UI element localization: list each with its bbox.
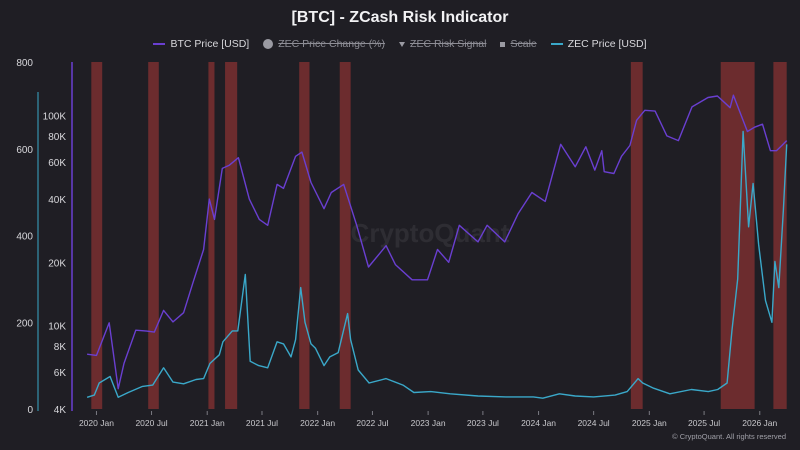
legend-item-4[interactable]: ZEC Price [USD] (550, 38, 647, 50)
line-swatch-icon (550, 43, 563, 45)
risk-signal-band-8 (773, 62, 787, 409)
btc-axis-tick-label: 6K (54, 368, 67, 379)
risk-signal-band-2 (208, 62, 215, 409)
risk-signal-band-7 (720, 62, 755, 409)
zec-axis-tick-label: 200 (16, 318, 33, 329)
legend-label: Scale (510, 38, 537, 50)
x-axis-tick-label: 2024 Jul (578, 418, 610, 428)
btc-axis-tick-label: 60K (48, 158, 66, 169)
zec-axis-tick-label: 400 (16, 232, 33, 243)
legend-label: ZEC Price [USD] (567, 38, 647, 50)
legend-label: BTC Price [USD] (170, 38, 250, 50)
btc-price-line (87, 94, 788, 390)
square-swatch-icon (500, 41, 506, 47)
x-axis-tick-label: 2020 Jul (135, 418, 167, 428)
btc-axis-tick-label: 4K (54, 405, 67, 416)
chart-title: [BTC] - ZCash Risk Indicator (291, 9, 509, 26)
btc-axis-tick-label: 100K (43, 112, 67, 123)
chart-legend: BTC Price [USD] ZEC Price Change (%) ZEC R… (0, 38, 800, 50)
btc-axis-tick-label: 20K (48, 258, 66, 269)
x-axis-tick-label: 2026 Jan (742, 418, 777, 428)
risk-signal-band-0 (91, 62, 103, 409)
x-axis-tick-label: 2023 Jan (411, 418, 446, 428)
btc-axis-tick-label: 40K (48, 195, 66, 206)
x-axis-tick-label: 2021 Jul (246, 418, 278, 428)
zec-axis-tick-label: 600 (16, 145, 33, 156)
watermark-text: CryptoQuant (351, 218, 510, 248)
risk-signal-band-5 (339, 62, 351, 409)
btc-axis-tick-label: 8K (54, 342, 67, 353)
zec-axis-tick-label: 800 (16, 58, 33, 69)
x-axis-tick-label: 2022 Jan (300, 418, 335, 428)
zec-price-line (86, 130, 788, 399)
risk-signal-band-1 (148, 62, 159, 409)
x-axis-tick-label: 2025 Jan (632, 418, 667, 428)
x-axis-tick-label: 2022 Jul (356, 418, 388, 428)
x-axis-tick-label: 2023 Jul (467, 418, 499, 428)
legend-label: ZEC Price Change (%) (278, 38, 386, 50)
legend-item-3[interactable]: Scale (500, 38, 537, 50)
btc-axis-tick-label: 10K (48, 321, 66, 332)
risk-signal-band-4 (299, 62, 310, 409)
line-swatch-icon (153, 43, 166, 45)
legend-label: ZEC Risk Signal (410, 38, 487, 50)
x-axis-tick-label: 2021 Jan (190, 418, 225, 428)
zec-axis-tick-label: 0 (27, 405, 33, 416)
btc-axis-tick-label: 80K (48, 132, 66, 143)
legend-item-0[interactable]: BTC Price [USD] (153, 38, 249, 50)
risk-signal-band-3 (225, 62, 238, 409)
dot-swatch-icon (263, 39, 274, 49)
x-axis-tick-label: 2020 Jan (79, 418, 114, 428)
legend-item-1[interactable]: ZEC Price Change (%) (263, 38, 385, 50)
copyright-notice: © CryptoQuant. All rights reserved (672, 432, 786, 441)
risk-signal-band-6 (630, 62, 643, 409)
legend-item-2[interactable]: ZEC Risk Signal (399, 38, 486, 50)
triangle-swatch-icon (399, 41, 406, 47)
x-axis-tick-label: 2024 Jan (521, 418, 556, 428)
x-axis-tick-label: 2025 Jul (688, 418, 720, 428)
